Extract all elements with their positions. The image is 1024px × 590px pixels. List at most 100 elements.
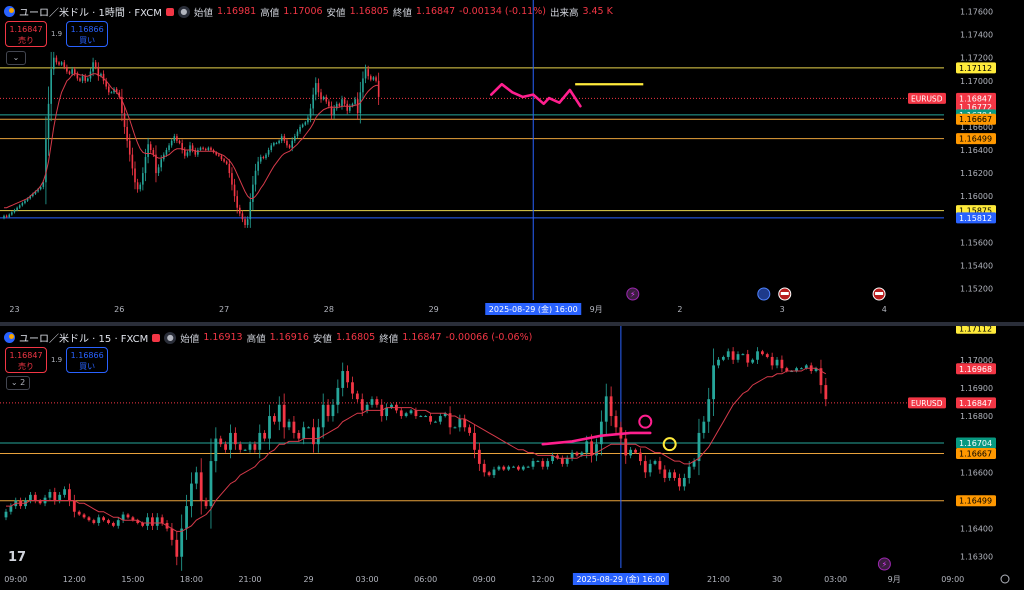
low-value: 1.16805 [349, 6, 389, 17]
close-value: 1.16847 [402, 332, 442, 343]
pane-divider[interactable] [0, 322, 1024, 326]
price-tick-label: 1.16200 [960, 169, 993, 178]
candle [330, 106, 333, 116]
candle [189, 145, 191, 153]
candle [338, 103, 341, 107]
candle [370, 76, 372, 80]
candle [50, 69, 52, 104]
candle [224, 444, 227, 450]
price-label-text: 1.16772 [959, 103, 992, 112]
open-label: 始値 [180, 333, 200, 345]
candle [346, 371, 349, 383]
candle [682, 477, 686, 487]
candle [599, 421, 603, 445]
market-status-icon[interactable] [165, 7, 174, 16]
collapse-legend-button[interactable]: ⌄ [6, 51, 26, 65]
candle [687, 466, 691, 478]
candle [186, 152, 189, 156]
candle [265, 154, 267, 159]
price-label-badge [956, 113, 996, 125]
candle [570, 452, 574, 459]
candle [34, 191, 37, 194]
candle [349, 106, 351, 111]
eye-icon[interactable]: ● [177, 5, 190, 18]
candle [146, 517, 149, 526]
sell-button[interactable]: 1.16847 売り [5, 21, 47, 47]
candle [741, 354, 745, 356]
candle [207, 147, 210, 150]
crosshair-time-badge [572, 573, 669, 585]
chart-pane-15m[interactable]: 1.170001.169001.168001.167001.166001.165… [0, 326, 1024, 590]
price-tick-label: 1.16900 [960, 384, 993, 393]
candle [231, 173, 233, 185]
chart-title[interactable]: ユーロ／米ドル · 15 · FXCM [19, 334, 149, 345]
candle [102, 73, 105, 81]
candle [244, 219, 246, 225]
candle [136, 520, 140, 523]
buy-button[interactable]: 1.16866 買い [66, 347, 109, 373]
candle [365, 404, 369, 411]
time-tick-label: 29 [429, 305, 439, 314]
candle [33, 494, 37, 501]
candle [512, 466, 515, 468]
eye-icon[interactable]: ● [164, 331, 177, 344]
candlestick-chart-1h[interactable]: 1.176001.174001.172001.170001.168001.166… [0, 0, 1024, 322]
candle [304, 122, 307, 125]
candle [209, 461, 213, 507]
candle [595, 444, 598, 456]
candle [190, 483, 193, 507]
time-tick-label: 30 [772, 575, 782, 584]
buy-button[interactable]: 1.16866 買い [66, 21, 109, 47]
candle [541, 461, 545, 467]
candle [463, 418, 467, 428]
time-tick-label: 21:00 [707, 575, 730, 584]
chart-pane-1h[interactable]: 1.176001.174001.172001.170001.168001.166… [0, 0, 1024, 322]
candle [9, 506, 13, 512]
candle [139, 184, 142, 190]
market-status-icon[interactable] [152, 333, 161, 342]
candle [286, 140, 288, 146]
candle [280, 136, 283, 141]
lightning-icon [877, 557, 891, 571]
candle [214, 438, 218, 462]
candle [121, 96, 123, 114]
price-label-text: 1.16667 [959, 115, 992, 124]
sell-button[interactable]: 1.16847 売り [5, 347, 47, 373]
candle [105, 80, 107, 87]
candle [287, 421, 291, 428]
candle [144, 156, 147, 174]
candle [560, 458, 564, 464]
candle [87, 78, 89, 81]
candle [351, 103, 354, 107]
candle [270, 145, 273, 150]
time-tick-label: 28 [324, 305, 334, 314]
price-label-text: 1.17112 [959, 326, 992, 333]
candle [370, 399, 374, 405]
candle [492, 469, 496, 476]
candlestick-chart-15m[interactable]: 1.170001.169001.168001.167001.166001.165… [0, 326, 1024, 590]
candle [751, 359, 755, 363]
chart-title[interactable]: ユーロ／米ドル · 1時間 · FXCM [19, 8, 162, 19]
price-tick-label: 1.16400 [960, 146, 993, 155]
candle [249, 201, 252, 220]
candle [4, 511, 8, 518]
price-tick-label: 1.15600 [960, 238, 993, 247]
candle [477, 449, 481, 464]
candle [92, 520, 96, 523]
candle [72, 500, 76, 512]
candle [204, 500, 208, 507]
candle [390, 404, 393, 408]
candle [790, 371, 794, 373]
collapse-legend-button[interactable]: ⌄ 2 [6, 376, 30, 390]
candle [409, 410, 413, 414]
candle [746, 354, 750, 363]
candle [76, 73, 79, 79]
lightning-icon-glyph: ⚡ [882, 560, 888, 569]
candle [377, 80, 380, 97]
candle [299, 126, 301, 132]
candle [94, 62, 97, 67]
candle [668, 472, 672, 478]
candle [170, 140, 173, 146]
price-label-badge [956, 397, 996, 409]
candle [648, 463, 652, 473]
